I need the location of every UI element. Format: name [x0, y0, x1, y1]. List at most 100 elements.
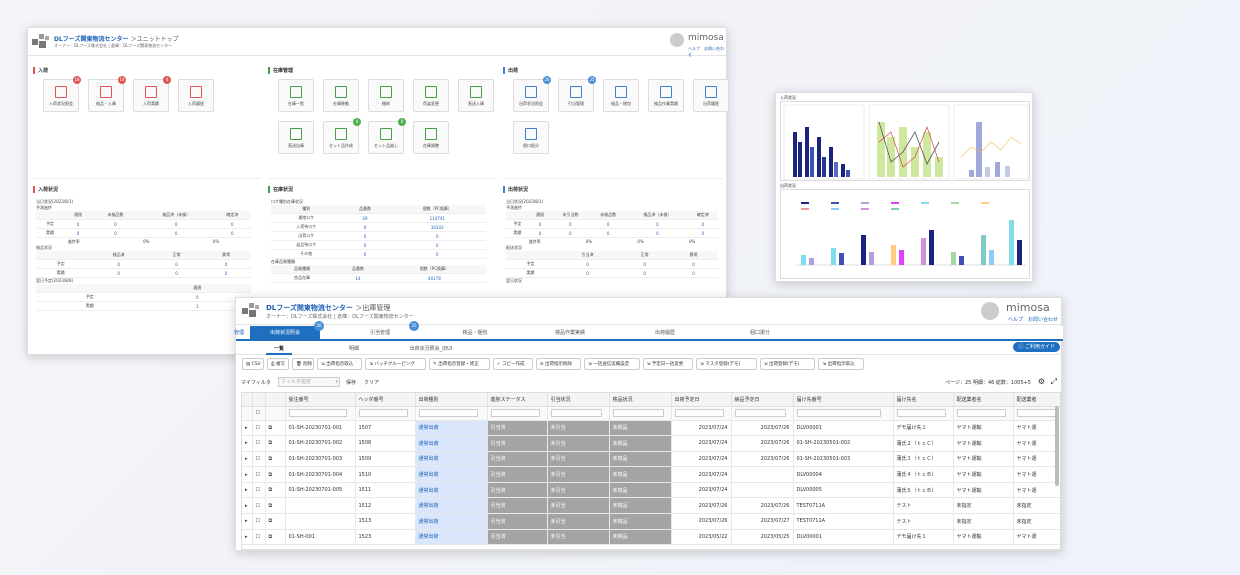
toolbar-button-6[interactable]: ✓ コピー作成: [492, 358, 533, 370]
column-header[interactable]: [265, 393, 286, 407]
cell[interactable]: 0: [620, 268, 670, 278]
column-filter[interactable]: [355, 406, 416, 421]
cell[interactable]: 0: [528, 219, 552, 229]
tile-2-3[interactable]: 検品作業実績: [648, 79, 684, 112]
toolbar-button-12[interactable]: ⇲ 出荷指示取込: [818, 358, 864, 370]
cell[interactable]: 0: [627, 219, 688, 229]
row-checkbox[interactable]: ☐: [252, 435, 266, 452]
filter-input[interactable]: [896, 409, 946, 417]
expand-icon[interactable]: ▸: [242, 529, 253, 546]
cell[interactable]: 29: [341, 213, 389, 223]
edit-icon[interactable]: ⧉: [265, 435, 286, 452]
column-filter[interactable]: [953, 406, 1014, 421]
cell[interactable]: 0: [92, 219, 139, 229]
tile-1-6[interactable]: セット品作成 0: [323, 118, 361, 154]
toolbar-button-7[interactable]: ⊘ 出荷指示削除: [535, 358, 581, 370]
toolbar-button-9[interactable]: ⇲ 予定日一括変更: [642, 358, 693, 370]
tile-1-1[interactable]: 在庫移動: [323, 79, 359, 112]
cell[interactable]: 0: [551, 219, 590, 229]
save-filter-button[interactable]: 保存: [346, 380, 357, 386]
column-header[interactable]: 引当状況: [547, 393, 610, 407]
toolbar-button-4[interactable]: ⇲ バッチグルーピング: [365, 358, 426, 370]
filter-input[interactable]: [956, 409, 1006, 417]
cell[interactable]: 0: [151, 268, 202, 278]
avatar[interactable]: [981, 302, 999, 320]
cell[interactable]: 34103: [388, 222, 486, 232]
cell[interactable]: 14: [333, 273, 383, 283]
row-checkbox[interactable]: ☐: [252, 529, 266, 546]
table-row[interactable]: ▸ ☐ ⧉ 01-SH-20230701-005 1511 通常出荷 引当済 未引当 未検品 20…: [242, 482, 1060, 499]
cell[interactable]: 0: [85, 268, 152, 278]
filter-input[interactable]: [612, 409, 664, 417]
cell[interactable]: 0: [341, 240, 389, 250]
column-filter[interactable]: [731, 406, 794, 421]
cell[interactable]: 0: [138, 228, 214, 238]
tile-1-5[interactable]: 直送出庫: [278, 121, 314, 154]
cell[interactable]: 0: [388, 231, 486, 241]
expand-icon[interactable]: ▸: [242, 513, 253, 530]
row-checkbox[interactable]: ☐: [252, 451, 266, 468]
tab-1[interactable]: 引当管理 25: [345, 321, 419, 340]
cell[interactable]: 0: [669, 259, 718, 269]
edit-icon[interactable]: ⧉: [265, 497, 286, 515]
edit-icon[interactable]: ⧉: [265, 420, 286, 437]
filter-input[interactable]: [796, 409, 881, 417]
column-header[interactable]: 届け先名: [893, 393, 954, 407]
column-header[interactable]: 届け先番号: [793, 393, 894, 407]
tile-1-4[interactable]: 直送入庫: [458, 79, 494, 112]
toolbar-button-3[interactable]: ⇲ 出荷指示取込: [317, 358, 363, 370]
tile-2-0[interactable]: 出荷状況照会 26: [513, 76, 551, 112]
tab-3[interactable]: 検品作業実績: [535, 326, 605, 340]
column-header[interactable]: 配送業者: [1013, 393, 1060, 407]
app-title[interactable]: DLフーズ関東物流センター ＞出庫管理: [266, 304, 391, 312]
tab-2[interactable]: 検品・梱包: [440, 326, 510, 340]
edit-icon[interactable]: ⧉: [265, 466, 286, 483]
column-header[interactable]: [242, 393, 253, 407]
column-filter[interactable]: [893, 406, 954, 421]
filter-input[interactable]: [418, 409, 479, 417]
column-header[interactable]: 納品予定日: [731, 393, 794, 407]
table-row[interactable]: ▸ ☐ ⧉ 01-SH-20230701-002 1508 通常出荷 引当済 未引当 未検品 20…: [242, 435, 1060, 452]
tile-2-4[interactable]: 出荷履歴: [693, 79, 729, 112]
row-checkbox[interactable]: ☐: [252, 466, 266, 483]
toolbar-button-1[interactable]: ⎙ 複写: [267, 358, 289, 370]
cell[interactable]: 0: [143, 292, 251, 302]
expand-icon[interactable]: ▸: [242, 482, 253, 499]
column-filter[interactable]: [671, 406, 732, 421]
expand-icon[interactable]: ▸: [242, 435, 253, 452]
table-row[interactable]: ▸ ☐ ⧉ 1512 通常出荷 引当済 未引当 未検品 2023/07/26 2023/07/26…: [242, 497, 1060, 515]
table-row[interactable]: ▸ ☐ ⧉ 01-SH-20230701-004 1510 通常出荷 引当済 未引当 未検品 20…: [242, 466, 1060, 483]
filter-input[interactable]: [490, 409, 540, 417]
toolbar-button-5[interactable]: ✎ 出荷指示登録・修正: [429, 358, 490, 370]
filter-input[interactable]: [288, 409, 347, 417]
toolbar-button-10[interactable]: ⇲ マスタ登録(デモ): [696, 358, 757, 370]
cell[interactable]: 0: [551, 228, 590, 238]
cell[interactable]: 0: [687, 228, 718, 238]
filter-input[interactable]: [734, 409, 786, 417]
column-header[interactable]: [252, 393, 266, 407]
table-row[interactable]: ▸ ☐ ⧉ 01-SH-001 1523 通常出荷 引当済 未引当 未検品 2023/05/22 2…: [242, 529, 1060, 546]
cell[interactable]: 0: [554, 268, 621, 278]
row-checkbox[interactable]: ☐: [252, 513, 266, 530]
expand-icon[interactable]: ▸: [242, 420, 253, 437]
expand-icon[interactable]: ▸: [242, 497, 253, 515]
toolbar-button-8[interactable]: ⇲ 一括送信実績設定: [584, 358, 640, 370]
edit-icon[interactable]: ⧉: [265, 529, 286, 546]
tile-1-7[interactable]: セット品崩し 0: [368, 118, 406, 154]
cell[interactable]: 1: [143, 301, 251, 311]
cell[interactable]: 0: [341, 222, 389, 232]
cell[interactable]: 0: [341, 231, 389, 241]
cell[interactable]: 0: [388, 249, 486, 259]
column-header[interactable]: 配送業者名: [953, 393, 1014, 407]
clear-filter-button[interactable]: クリア: [364, 380, 380, 386]
column-header[interactable]: 進捗ステータス: [487, 393, 548, 407]
expand-icon[interactable]: ▸: [242, 451, 253, 468]
filter-input[interactable]: [550, 409, 602, 417]
column-filter[interactable]: [285, 406, 356, 421]
column-header[interactable]: ヘッダ番号: [355, 393, 416, 407]
tab-0[interactable]: 出荷状況照会 26: [250, 321, 324, 340]
tile-1-2[interactable]: 棚卸: [368, 79, 404, 112]
cell[interactable]: 0: [589, 219, 628, 229]
filter-input[interactable]: [1016, 409, 1057, 417]
cell[interactable]: 0: [388, 240, 486, 250]
